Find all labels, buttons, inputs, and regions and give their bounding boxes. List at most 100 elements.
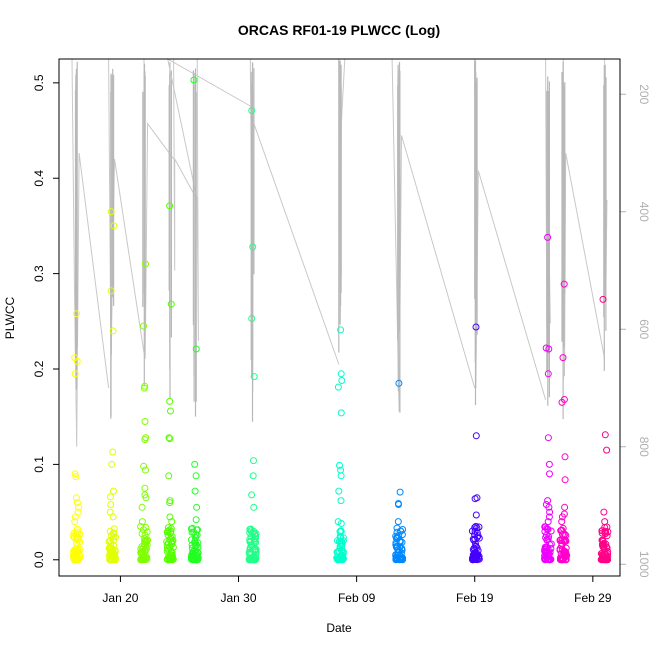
- data-point: [546, 556, 554, 564]
- data-point: [339, 547, 347, 555]
- data-point: [543, 536, 551, 544]
- data-point: [110, 487, 117, 495]
- data-point: [144, 536, 151, 544]
- x-tick-label: Jan 30: [221, 591, 257, 605]
- data-point: [599, 295, 607, 303]
- right-tick-label: 800: [637, 437, 650, 457]
- data-point: [337, 370, 345, 378]
- data-point: [338, 556, 346, 564]
- data-point: [138, 503, 146, 511]
- data-point: [558, 513, 566, 521]
- data-point: [338, 377, 346, 384]
- data-point: [70, 549, 78, 557]
- data-point: [168, 555, 176, 563]
- y-tick-label: 0.5: [32, 74, 46, 91]
- data-point: [165, 434, 173, 442]
- pressure-series: [71, 58, 608, 447]
- x-tick-label: Feb 09: [338, 591, 376, 605]
- data-point: [75, 503, 83, 511]
- data-point: [472, 522, 480, 530]
- data-point: [107, 501, 115, 508]
- data-point: [73, 556, 81, 564]
- data-point: [544, 233, 552, 241]
- data-point: [192, 516, 200, 524]
- data-point: [110, 222, 118, 230]
- data-point: [193, 503, 201, 511]
- data-point: [142, 260, 149, 268]
- data-point: [169, 537, 177, 544]
- y-tick-label: 0.1: [32, 456, 46, 473]
- data-point: [166, 397, 174, 405]
- data-point: [395, 501, 402, 508]
- data-point: [392, 532, 400, 540]
- data-point: [397, 527, 405, 535]
- data-point: [396, 488, 404, 496]
- data-point: [168, 518, 176, 526]
- data-point: [190, 76, 198, 84]
- data-point: [601, 431, 609, 439]
- data-point: [557, 554, 565, 562]
- data-point: [192, 345, 200, 353]
- data-point: [338, 540, 346, 548]
- pressure-line-rf04: [173, 58, 198, 271]
- data-point: [250, 457, 257, 465]
- data-point: [112, 556, 119, 564]
- data-point: [562, 531, 570, 539]
- data-point: [106, 536, 114, 544]
- data-point: [545, 503, 553, 511]
- data-point: [546, 470, 553, 478]
- data-point: [246, 535, 254, 543]
- data-point: [164, 527, 172, 535]
- data-point: [141, 555, 149, 563]
- x-tick-label: Feb 29: [574, 591, 612, 605]
- data-point: [71, 513, 79, 521]
- data-point: [163, 547, 171, 555]
- data-point: [105, 537, 113, 545]
- data-point: [72, 530, 80, 538]
- data-point: [398, 538, 406, 546]
- right-tick-label: 200: [637, 84, 650, 104]
- data-point: [468, 527, 476, 535]
- data-point: [165, 472, 173, 480]
- data-point: [472, 432, 480, 440]
- data-point: [337, 472, 345, 480]
- data-point: [471, 553, 479, 561]
- data-point: [142, 466, 149, 474]
- data-point: [336, 554, 344, 562]
- data-point: [394, 518, 402, 526]
- data-point: [193, 555, 201, 563]
- data-point: [334, 383, 342, 391]
- x-tick-label: Feb 19: [456, 591, 494, 605]
- data-point: [561, 530, 569, 538]
- data-point: [137, 549, 145, 557]
- data-point: [142, 536, 149, 544]
- data-point: [337, 520, 345, 527]
- data-point: [472, 554, 480, 562]
- data-point: [107, 493, 114, 501]
- data-point: [109, 448, 117, 456]
- data-point: [395, 379, 403, 387]
- data-point: [168, 554, 175, 562]
- data-point: [192, 531, 200, 538]
- data-point: [72, 473, 80, 481]
- data-point: [602, 540, 610, 548]
- data-point: [336, 461, 343, 469]
- data-point: [109, 513, 117, 521]
- data-point: [545, 460, 553, 468]
- data-point: [166, 202, 174, 210]
- data-point: [546, 508, 554, 516]
- data-point: [249, 556, 257, 564]
- data-point: [138, 518, 146, 526]
- data-point: [249, 243, 257, 251]
- data-point: [337, 326, 345, 334]
- data-point: [600, 544, 608, 552]
- data-point: [246, 538, 254, 546]
- data-point: [141, 484, 149, 492]
- data-point: [106, 548, 114, 556]
- data-point: [166, 499, 174, 507]
- data-point: [140, 462, 148, 470]
- data-point: [245, 550, 253, 558]
- right-tick-label: 1000: [637, 551, 650, 578]
- y-axis-label: PLWCC: [3, 296, 17, 339]
- data-point: [559, 354, 567, 362]
